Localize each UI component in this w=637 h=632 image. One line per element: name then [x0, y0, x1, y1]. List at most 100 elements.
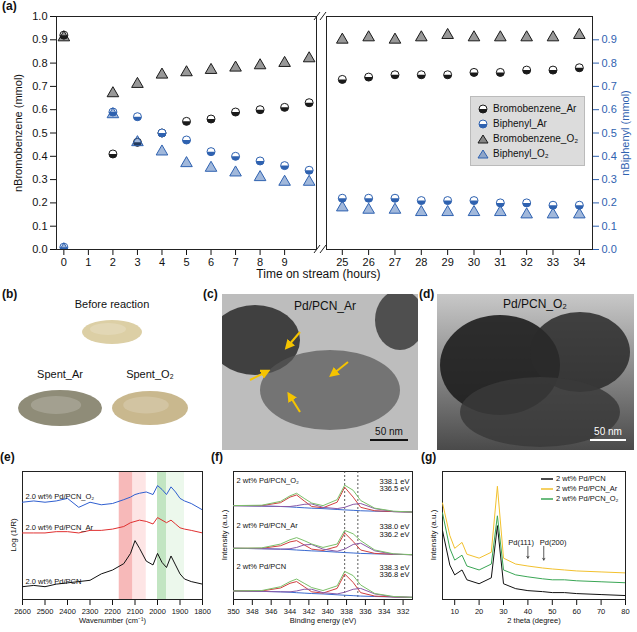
- svg-text:0.4: 0.4: [602, 150, 617, 162]
- svg-text:50: 50: [548, 607, 556, 616]
- svg-text:0.3: 0.3: [602, 173, 617, 185]
- svg-text:2200: 2200: [104, 607, 121, 616]
- svg-text:0.9: 0.9: [32, 33, 47, 45]
- svg-text:8: 8: [257, 256, 263, 268]
- html-text:(b): (b): [2, 287, 18, 301]
- svg-text:0.1: 0.1: [602, 220, 617, 232]
- svg-text:33: 33: [547, 256, 559, 268]
- svg-text:332: 332: [397, 607, 410, 616]
- svg-text:0.7: 0.7: [32, 80, 47, 92]
- html-text:(a): (a): [2, 0, 17, 13]
- svg-text:0.8: 0.8: [32, 57, 47, 69]
- svg-text:2.0 wt% Pd/PCN: 2.0 wt% Pd/PCN: [26, 577, 82, 586]
- svg-text:0.5: 0.5: [32, 127, 47, 139]
- svg-text:2.0 wt% Pd/PCN_O₂: 2.0 wt% Pd/PCN_O₂: [26, 492, 95, 501]
- svg-text:338.0 eV336.2 eV: 338.0 eV336.2 eV: [379, 522, 409, 539]
- svg-text:2500: 2500: [37, 607, 54, 616]
- svg-text:7: 7: [232, 256, 238, 268]
- html-text:Time on stream (hours): Time on stream (hours): [256, 267, 381, 281]
- svg-text:nBromobenzene (mmol): nBromobenzene (mmol): [12, 74, 24, 192]
- svg-text:30: 30: [499, 607, 507, 616]
- svg-text:6: 6: [208, 256, 214, 268]
- svg-text:2400: 2400: [59, 607, 76, 616]
- html-text:(e): (e): [0, 450, 15, 464]
- svg-text:2000: 2000: [149, 607, 166, 616]
- html-text:(c): (c): [203, 287, 218, 301]
- svg-text:338: 338: [340, 607, 353, 616]
- svg-text:1800: 1800: [194, 607, 211, 616]
- svg-text:27: 27: [389, 256, 401, 268]
- svg-text:348: 348: [246, 607, 259, 616]
- svg-text:70: 70: [597, 607, 605, 616]
- svg-text:80: 80: [621, 607, 629, 616]
- svg-text:342: 342: [303, 607, 316, 616]
- svg-text:Spent_O₂: Spent_O₂: [126, 368, 174, 380]
- svg-text:60: 60: [573, 607, 581, 616]
- svg-text:0.7: 0.7: [602, 80, 617, 92]
- svg-text:0.5: 0.5: [602, 127, 617, 139]
- svg-text:Pd(111): Pd(111): [508, 538, 534, 547]
- svg-text:334: 334: [378, 607, 391, 616]
- svg-text:34: 34: [573, 256, 585, 268]
- svg-text:9: 9: [282, 256, 288, 268]
- svg-text:0: 0: [61, 256, 67, 268]
- svg-text:1900: 1900: [172, 607, 189, 616]
- svg-text:3: 3: [134, 256, 140, 268]
- svg-text:336: 336: [359, 607, 372, 616]
- svg-text:Spent_Ar: Spent_Ar: [37, 368, 83, 380]
- html-text:Bromobenzene_Ar: Bromobenzene_Ar: [493, 103, 577, 114]
- html-text:(g): (g): [421, 450, 437, 464]
- svg-text:26: 26: [363, 256, 375, 268]
- html-text:(f): (f): [211, 450, 223, 464]
- svg-text:0.6: 0.6: [32, 103, 47, 115]
- svg-text:0.2: 0.2: [32, 196, 47, 208]
- svg-text:4: 4: [159, 256, 165, 268]
- svg-text:2.0 wt% Pd/PCN_Ar: 2.0 wt% Pd/PCN_Ar: [26, 523, 94, 532]
- svg-text:338.3 eV336.8 eV: 338.3 eV336.8 eV: [379, 563, 409, 580]
- svg-text:338.1 eV336.5 eV: 338.1 eV336.5 eV: [379, 477, 409, 494]
- svg-text:50 nm: 50 nm: [375, 426, 403, 437]
- svg-text:Pd(200): Pd(200): [540, 538, 567, 547]
- svg-text:28: 28: [415, 256, 427, 268]
- svg-text:2 wt% Pd/PCN: 2 wt% Pd/PCN: [237, 562, 287, 571]
- svg-text:0.4: 0.4: [32, 150, 47, 162]
- svg-text:0.8: 0.8: [602, 57, 617, 69]
- svg-text:0.0: 0.0: [602, 243, 617, 255]
- svg-text:0.3: 0.3: [32, 173, 47, 185]
- svg-text:1: 1: [85, 256, 91, 268]
- svg-text:25: 25: [336, 256, 348, 268]
- svg-text:0.1: 0.1: [32, 220, 47, 232]
- svg-text:nBiphenyl (mmol): nBiphenyl (mmol): [619, 90, 631, 176]
- svg-text:346: 346: [265, 607, 278, 616]
- svg-text:2300: 2300: [82, 607, 99, 616]
- svg-text:50 nm: 50 nm: [594, 426, 622, 437]
- svg-text:29: 29: [442, 256, 454, 268]
- svg-text:340: 340: [321, 607, 334, 616]
- svg-text:344: 344: [284, 607, 297, 616]
- svg-text:1.0: 1.0: [32, 10, 47, 22]
- svg-text:350: 350: [227, 607, 240, 616]
- svg-text:31: 31: [494, 256, 506, 268]
- svg-text:0.9: 0.9: [602, 33, 617, 45]
- svg-text:2100: 2100: [127, 607, 144, 616]
- svg-text:2: 2: [110, 256, 116, 268]
- svg-text:0.2: 0.2: [602, 196, 617, 208]
- svg-text:Binding energy (eV): Binding energy (eV): [290, 616, 357, 625]
- svg-text:20: 20: [475, 607, 483, 616]
- svg-text:2600: 2600: [14, 607, 31, 616]
- svg-text:5: 5: [183, 256, 189, 268]
- svg-text:0.0: 0.0: [32, 243, 47, 255]
- svg-text:Wavenumber (cm⁻¹): Wavenumber (cm⁻¹): [79, 616, 146, 625]
- svg-text:2 wt% Pd/PCN_Ar: 2 wt% Pd/PCN_Ar: [237, 521, 299, 530]
- html-text:(d): (d): [419, 287, 435, 301]
- svg-text:Pd/PCN_O₂: Pd/PCN_O₂: [503, 297, 567, 311]
- svg-text:30: 30: [468, 256, 480, 268]
- svg-text:2 theta (degree): 2 theta (degree): [507, 616, 561, 625]
- svg-text:32: 32: [521, 256, 533, 268]
- svg-text:0.6: 0.6: [602, 103, 617, 115]
- svg-text:Pd/PCN_Ar: Pd/PCN_Ar: [294, 299, 356, 313]
- svg-text:Before reaction: Before reaction: [75, 298, 150, 310]
- svg-text:2 wt% Pd/PCN_O₂: 2 wt% Pd/PCN_O₂: [237, 476, 300, 485]
- svg-text:10: 10: [451, 607, 459, 616]
- svg-text:40: 40: [524, 607, 532, 616]
